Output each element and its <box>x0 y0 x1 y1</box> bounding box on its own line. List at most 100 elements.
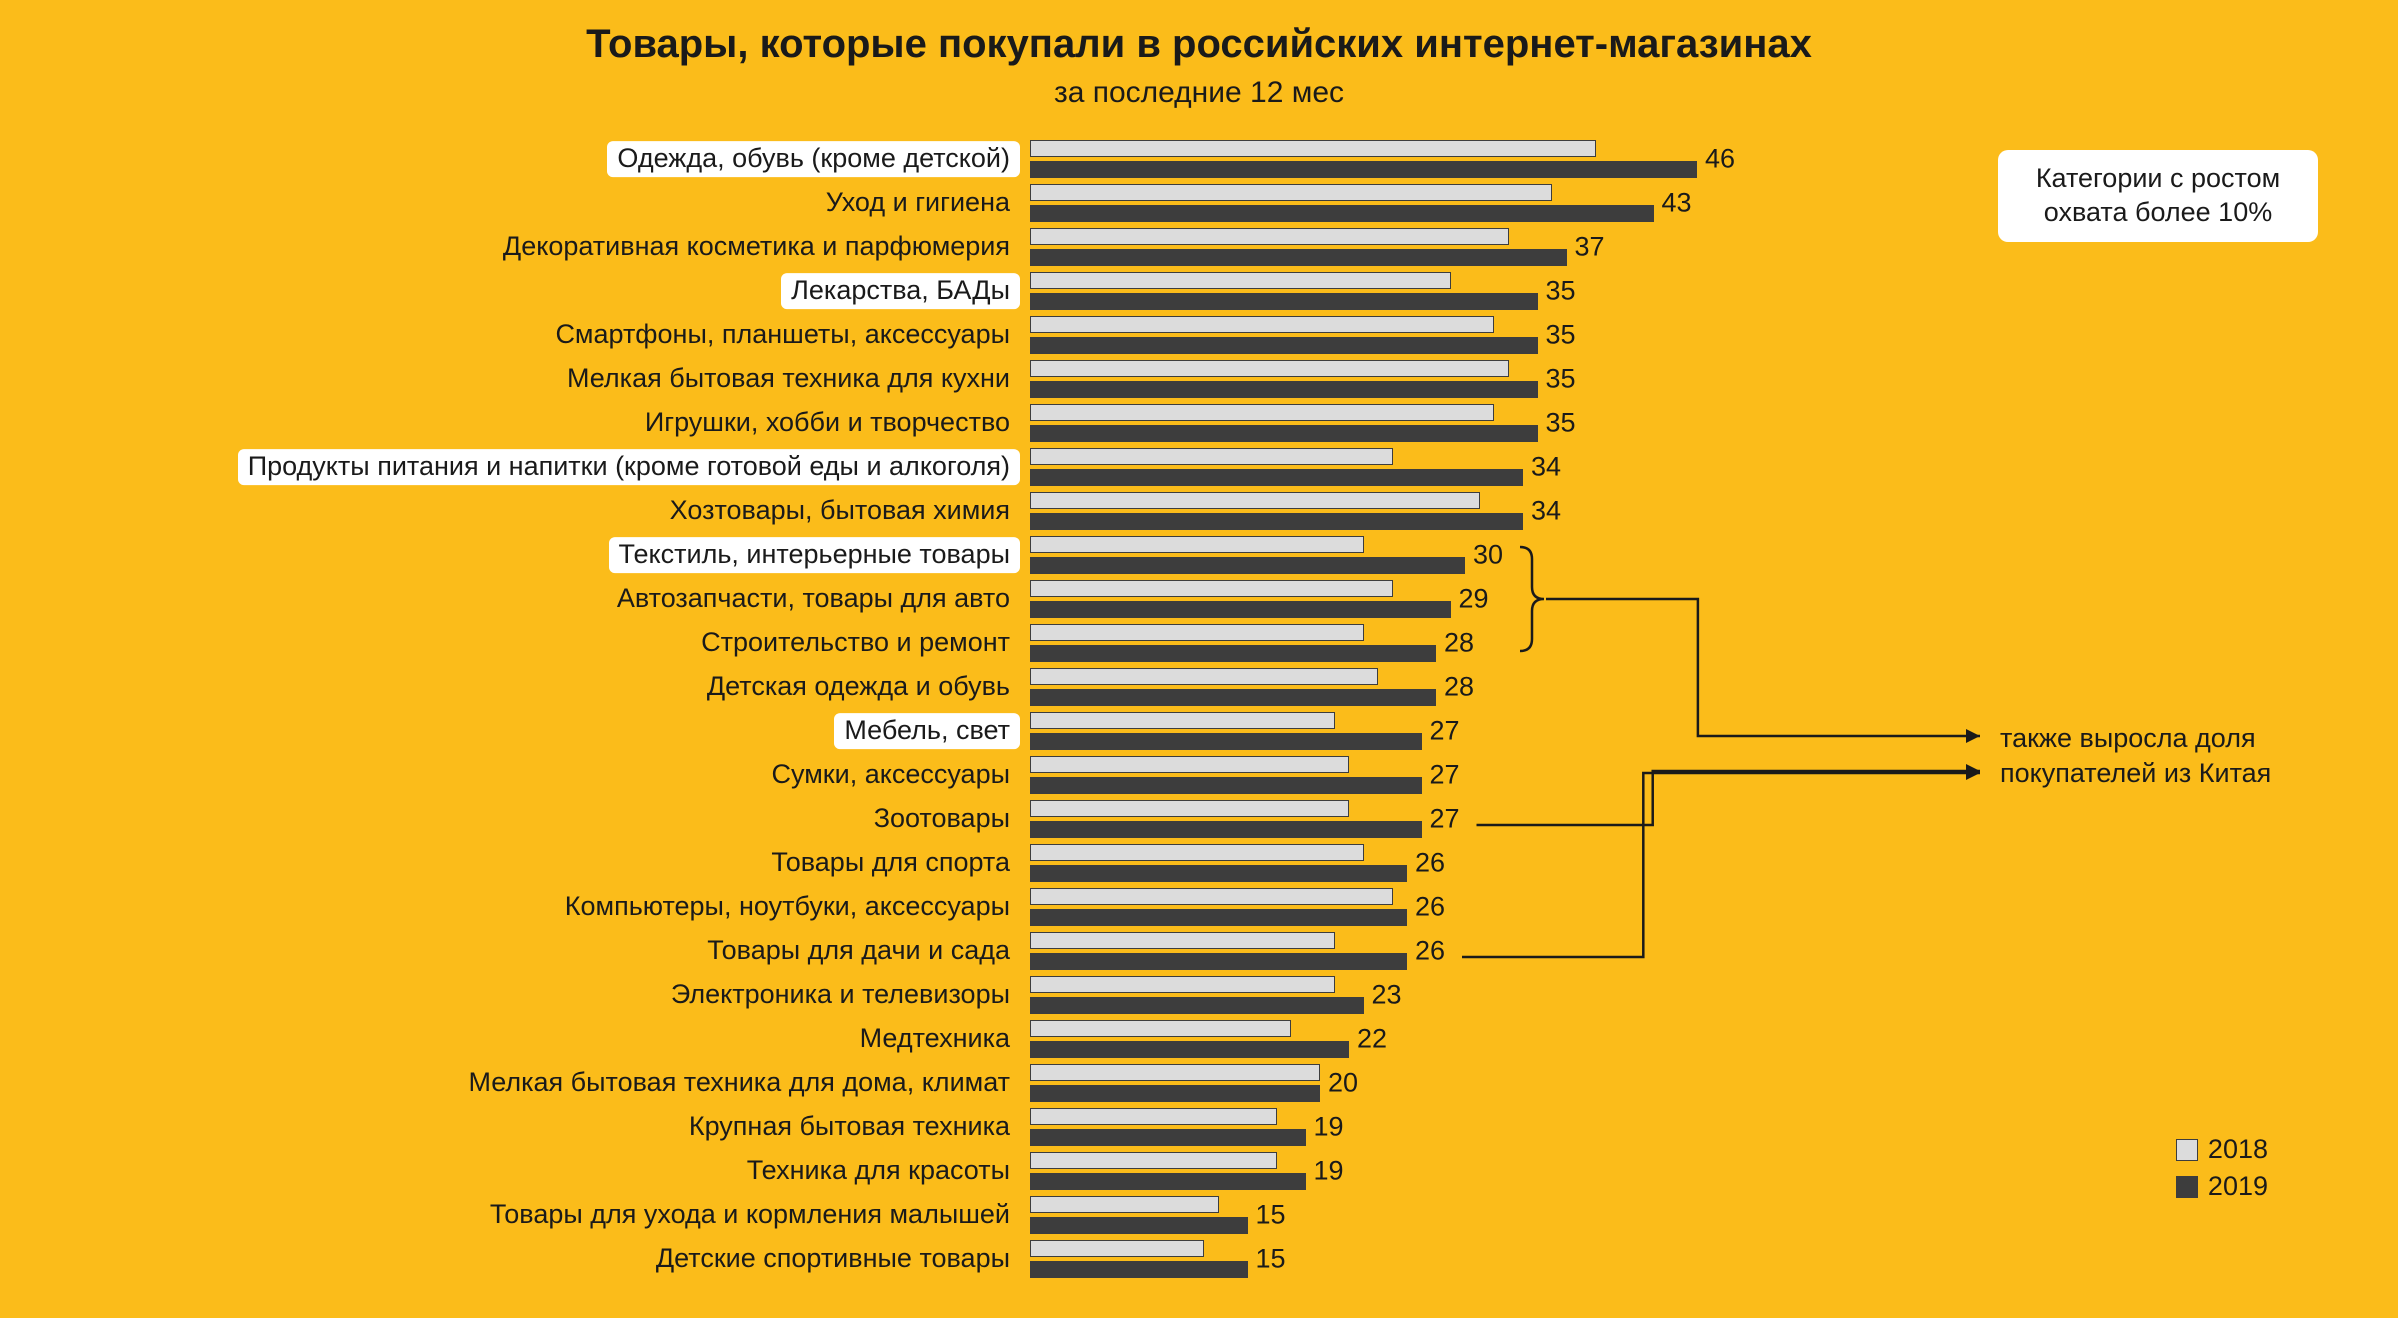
category-label: Мебель, свет <box>834 713 1020 749</box>
bar-2018 <box>1030 712 1335 729</box>
category-label: Автозапчасти, товары для авто <box>607 581 1020 617</box>
chart-row: Медтехника22 <box>0 1020 2398 1058</box>
value-label: 22 <box>1357 1024 1387 1055</box>
value-label: 27 <box>1430 716 1460 747</box>
category-label: Смартфоны, планшеты, аксессуары <box>545 317 1020 353</box>
bar-2018 <box>1030 1020 1291 1037</box>
category-label: Лекарства, БАДы <box>781 273 1020 309</box>
value-label: 26 <box>1415 848 1445 879</box>
bar-2019 <box>1030 689 1436 706</box>
bar-2018 <box>1030 184 1552 201</box>
bar-2019 <box>1030 601 1451 618</box>
bar-2018 <box>1030 492 1480 509</box>
callout-box: Категории с ростом охвата более 10% <box>1998 150 2318 242</box>
bar-2019 <box>1030 953 1407 970</box>
value-label: 28 <box>1444 672 1474 703</box>
category-label: Детские спортивные товары <box>646 1241 1020 1277</box>
bar-2018 <box>1030 140 1596 157</box>
chart-row: Товары для спорта26 <box>0 844 2398 882</box>
chart-row: Зоотовары27 <box>0 800 2398 838</box>
category-label: Хозтовары, бытовая химия <box>660 493 1020 529</box>
bar-2019 <box>1030 1261 1248 1278</box>
bar-2019 <box>1030 293 1538 310</box>
bar-2018 <box>1030 580 1393 597</box>
bar-2018 <box>1030 1064 1320 1081</box>
category-label: Мелкая бытовая техника для дома, климат <box>458 1065 1020 1101</box>
chart-subtitle: за последние 12 мес <box>0 76 2398 110</box>
bar-2018 <box>1030 1240 1204 1257</box>
legend-swatch <box>2176 1139 2198 1161</box>
category-label: Декоративная косметика и парфюмерия <box>493 229 1020 265</box>
bar-2019 <box>1030 821 1422 838</box>
legend-label: 2018 <box>2208 1134 2268 1165</box>
bar-2018 <box>1030 448 1393 465</box>
category-label: Сумки, аксессуары <box>762 757 1020 793</box>
value-label: 20 <box>1328 1068 1358 1099</box>
bar-2018 <box>1030 316 1494 333</box>
category-label: Продукты питания и напитки (кроме готово… <box>238 449 1020 485</box>
legend-item: 2018 <box>2176 1134 2268 1165</box>
bar-2018 <box>1030 756 1349 773</box>
value-label: 35 <box>1546 408 1576 439</box>
chart-row: Компьютеры, ноутбуки, аксессуары26 <box>0 888 2398 926</box>
chart-row: Смартфоны, планшеты, аксессуары35 <box>0 316 2398 354</box>
value-label: 19 <box>1314 1156 1344 1187</box>
chart-row: Продукты питания и напитки (кроме готово… <box>0 448 2398 486</box>
category-label: Электроника и телевизоры <box>661 977 1020 1013</box>
bar-2019 <box>1030 909 1407 926</box>
bar-2018 <box>1030 536 1364 553</box>
value-label: 35 <box>1546 276 1576 307</box>
value-label: 29 <box>1459 584 1489 615</box>
value-label: 37 <box>1575 232 1605 263</box>
bar-2019 <box>1030 1129 1306 1146</box>
bar-2018 <box>1030 1108 1277 1125</box>
chart-row: Мелкая бытовая техника для дома, климат 2… <box>0 1064 2398 1102</box>
bar-2019 <box>1030 513 1523 530</box>
value-label: 23 <box>1372 980 1402 1011</box>
legend-swatch <box>2176 1176 2198 1198</box>
category-label: Мелкая бытовая техника для кухни <box>557 361 1020 397</box>
value-label: 26 <box>1415 936 1445 967</box>
chart-row: Лекарства, БАДы 35 <box>0 272 2398 310</box>
chart-row: Мелкая бытовая техника для кухни35 <box>0 360 2398 398</box>
value-label: 15 <box>1256 1244 1286 1275</box>
bar-2018 <box>1030 888 1393 905</box>
chart-row: Автозапчасти, товары для авто 29 <box>0 580 2398 618</box>
category-label: Уход и гигиена <box>816 185 1020 221</box>
chart-row: Товары для дачи и сада 26 <box>0 932 2398 970</box>
value-label: 43 <box>1662 188 1692 219</box>
category-label: Детская одежда и обувь <box>697 669 1020 705</box>
category-label: Текстиль, интерьерные товары <box>609 537 1020 573</box>
value-label: 34 <box>1531 496 1561 527</box>
bar-2019 <box>1030 425 1538 442</box>
bar-2019 <box>1030 865 1407 882</box>
bar-2019 <box>1030 557 1465 574</box>
bar-2019 <box>1030 1173 1306 1190</box>
bar-2019 <box>1030 1217 1248 1234</box>
value-label: 30 <box>1473 540 1503 571</box>
bar-2018 <box>1030 1196 1219 1213</box>
category-label: Зоотовары <box>864 801 1020 837</box>
category-label: Товары для дачи и сада <box>697 933 1020 969</box>
bar-2019 <box>1030 997 1364 1014</box>
bar-2018 <box>1030 360 1509 377</box>
chart-row: Крупная бытовая техника 19 <box>0 1108 2398 1146</box>
bar-2018 <box>1030 1152 1277 1169</box>
chart-row: Хозтовары, бытовая химия 34 <box>0 492 2398 530</box>
callout-text: Категории с ростом охвата более 10% <box>2036 163 2280 227</box>
chart-row: Техника для красоты 19 <box>0 1152 2398 1190</box>
chart-row: Товары для ухода и кормления малышей15 <box>0 1196 2398 1234</box>
bar-2019 <box>1030 337 1538 354</box>
legend-label: 2019 <box>2208 1171 2268 1202</box>
bar-2018 <box>1030 844 1364 861</box>
category-label: Крупная бытовая техника <box>679 1109 1020 1145</box>
value-label: 19 <box>1314 1112 1344 1143</box>
bar-2019 <box>1030 381 1538 398</box>
chart-canvas: Товары, которые покупали в российских ин… <box>0 0 2398 1318</box>
category-label: Техника для красоты <box>737 1153 1020 1189</box>
bar-2019 <box>1030 645 1436 662</box>
chart-row: Электроника и телевизоры 23 <box>0 976 2398 1014</box>
value-label: 46 <box>1705 144 1735 175</box>
bar-2019 <box>1030 777 1422 794</box>
value-label: 15 <box>1256 1200 1286 1231</box>
